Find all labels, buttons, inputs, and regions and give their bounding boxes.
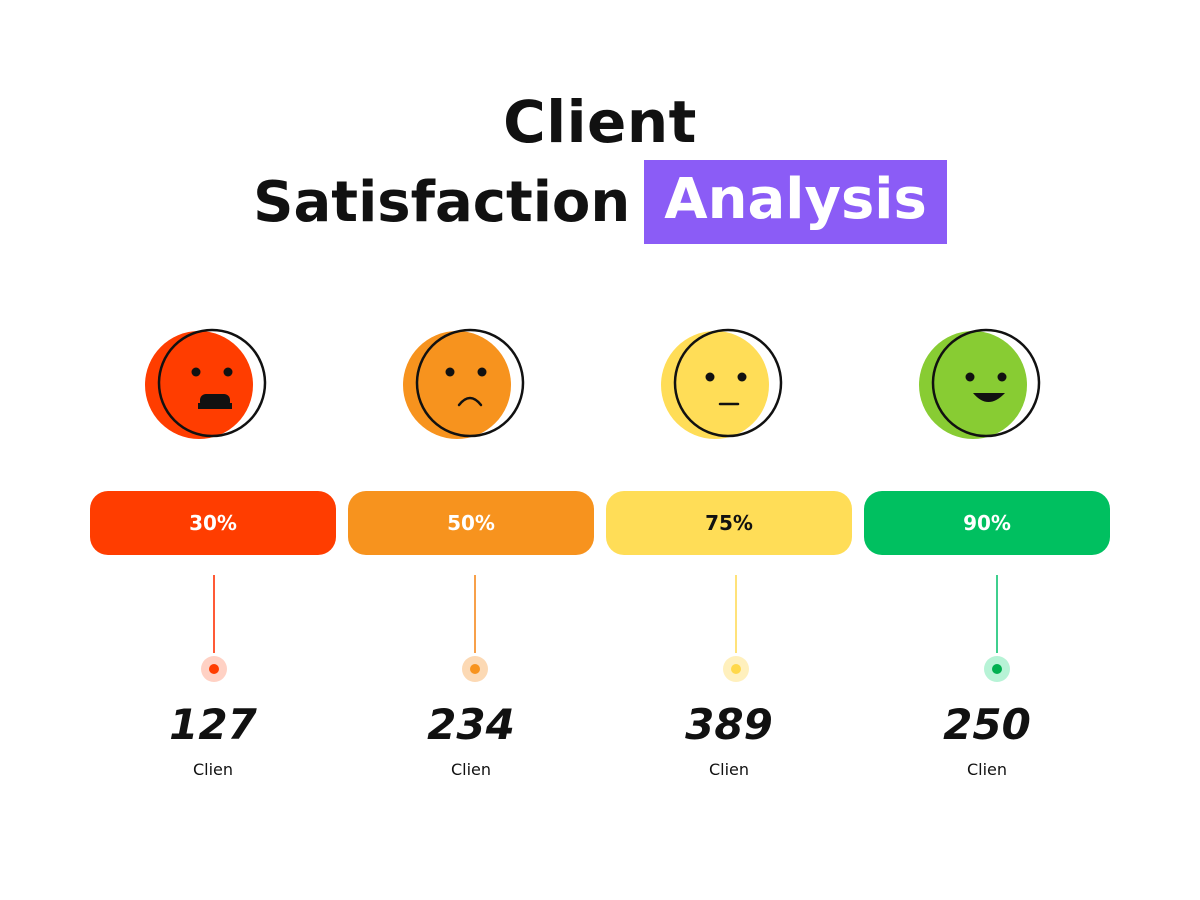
sad-face-icon [403,328,525,439]
client-count-label: Clien [708,760,750,779]
angry-face-icon [145,328,267,439]
title-line-1: Client [503,88,697,156]
connector-line [474,575,476,653]
title-satisfaction: Satisfaction [253,169,631,235]
neutral-face-icon [661,328,783,439]
marker-dot-center [731,664,741,674]
satisfaction-column: 90% 250 Clien [864,0,1110,900]
client-count-label: Clien [450,760,492,779]
percent-label: 90% [963,511,1011,535]
marker-dot [201,656,227,682]
connector-line [213,575,215,653]
percent-label: 50% [447,511,495,535]
connector-line [735,575,737,653]
percent-label: 30% [189,511,237,535]
title-line-2: Satisfaction Analysis [0,160,1200,244]
happy-face-icon [919,328,1041,439]
percent-bar: 75% [606,491,852,555]
percent-bar: 50% [348,491,594,555]
marker-dot [462,656,488,682]
marker-dot [723,656,749,682]
marker-dot-center [992,664,1002,674]
satisfaction-column: 30% 127 Clien [90,0,336,900]
marker-dot [984,656,1010,682]
client-count-label: Clien [966,760,1008,779]
percent-bar: 30% [90,491,336,555]
satisfaction-column: 50% 234 Clien [348,0,594,900]
client-count: 389 [685,700,773,749]
satisfaction-column: 75% 389 Clien [606,0,852,900]
percent-label: 75% [705,511,753,535]
client-count: 127 [169,700,257,749]
marker-dot-center [209,664,219,674]
marker-dot-center [470,664,480,674]
client-count-label: Clien [192,760,234,779]
client-count: 234 [427,700,515,749]
percent-bar: 90% [864,491,1110,555]
title-analysis-highlight: Analysis [644,160,947,244]
connector-line [996,575,998,653]
client-count: 250 [943,700,1031,749]
